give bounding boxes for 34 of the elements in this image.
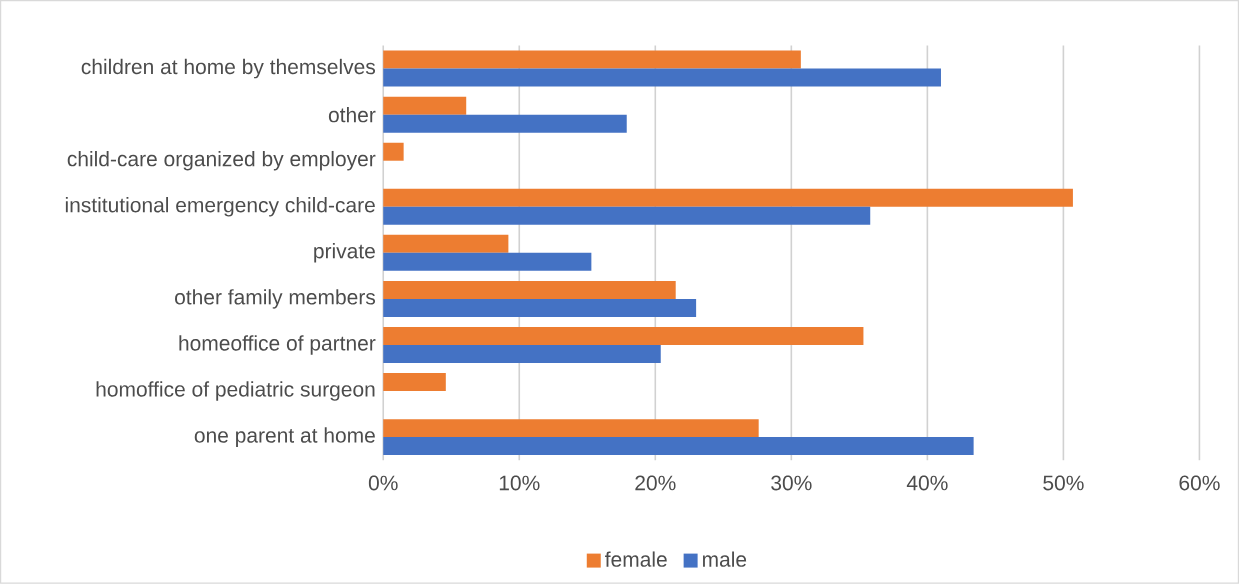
x-tick-label: 0% [368, 475, 398, 491]
bar [383, 327, 864, 346]
bar [383, 68, 941, 87]
y-tick-label: homoffice of pediatric surgeon [96, 381, 375, 401]
x-tick-label: 30% [771, 475, 812, 491]
legend-label: male [703, 551, 747, 568]
bar [383, 299, 697, 318]
x-tick-label: 50% [1043, 475, 1084, 491]
bar [383, 281, 676, 300]
y-tick-label: homeoffice of partner [179, 335, 376, 355]
bar [383, 96, 467, 115]
y-tick-label: child-care organized by employer [67, 151, 376, 171]
bar [383, 253, 592, 272]
bar [383, 114, 627, 133]
x-tick-label: 10% [499, 475, 540, 491]
legend-label: female [605, 551, 667, 568]
bar [383, 188, 1073, 207]
bar [383, 437, 974, 456]
y-tick-label: other family members [175, 289, 376, 309]
y-tick-label: one parent at home [194, 427, 375, 448]
y-tick-label: private [314, 243, 375, 263]
bar [383, 206, 871, 225]
bar [383, 373, 446, 392]
bar [383, 419, 759, 438]
y-tick-label: children at home by themselves [81, 59, 376, 79]
x-tick-label: 20% [635, 475, 676, 491]
x-tick-label: 60% [1179, 475, 1220, 491]
bar [383, 345, 661, 364]
bar [383, 235, 509, 254]
y-tick-label: other [328, 107, 376, 123]
bar [383, 50, 801, 69]
bar [383, 142, 404, 161]
y-tick-label: institutional emergency child-care [65, 197, 375, 217]
x-tick-label: 40% [906, 475, 948, 491]
